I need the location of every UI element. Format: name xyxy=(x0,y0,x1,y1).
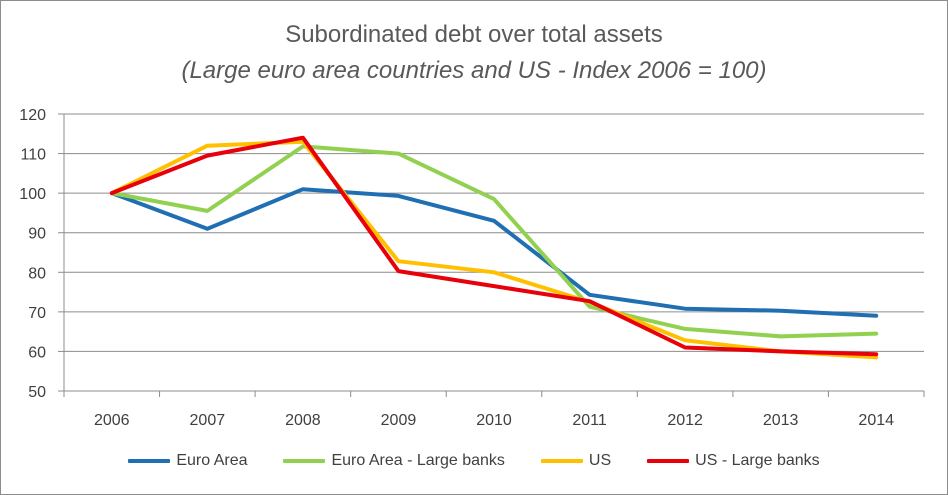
x-tick-label: 2011 xyxy=(572,412,607,429)
legend-label: Euro Area - Large banks xyxy=(331,452,505,469)
x-tick-label: 2007 xyxy=(190,412,226,429)
legend-item: Euro Area - Large banks xyxy=(283,452,505,470)
y-tick-label: 100 xyxy=(19,186,46,203)
legend-label: US xyxy=(588,452,612,469)
y-tick-label: 80 xyxy=(28,265,46,282)
legend-swatch xyxy=(283,459,326,463)
y-tick-label: 110 xyxy=(20,147,46,164)
y-tick-label: 120 xyxy=(19,107,46,124)
x-tick-label: 2013 xyxy=(763,412,799,429)
legend-swatch xyxy=(540,459,583,463)
legend-label: US - Large banks xyxy=(695,452,820,469)
x-tick-label: 2006 xyxy=(94,412,130,429)
y-tick-label: 90 xyxy=(28,226,46,243)
x-tick-label: 2009 xyxy=(381,412,417,429)
y-tick-label: 50 xyxy=(28,384,46,401)
y-tick-label: 70 xyxy=(28,305,46,322)
series-line-us xyxy=(109,139,879,360)
y-tick-label: 60 xyxy=(28,344,46,361)
chart-subtitle: (Large euro area countries and US - Inde… xyxy=(181,57,767,84)
legend-swatch xyxy=(128,459,171,463)
series-line-euro-area xyxy=(109,187,879,318)
legend-swatch xyxy=(647,459,690,463)
legend-item: Euro Area xyxy=(128,452,247,470)
axes xyxy=(58,113,925,397)
chart-legend: Euro Area Euro Area - Large banks US US - L… xyxy=(0,452,948,470)
gridlines xyxy=(64,113,924,352)
chart-title: Subordinated debt over total assets xyxy=(285,21,663,48)
tick-labels: 50 60 70 80 90 100 110 120 2006 2007 2008 2009 2010 2… xyxy=(19,107,894,429)
series-line-euro-area-large-banks xyxy=(109,144,879,339)
legend-label: Euro Area xyxy=(176,452,248,469)
legend-item: US xyxy=(540,452,612,470)
x-tick-label: 2012 xyxy=(667,412,703,429)
series-group xyxy=(109,135,879,360)
series-line-us-large-banks xyxy=(109,135,879,357)
legend-item: US - Large banks xyxy=(647,452,820,470)
x-tick-label: 2010 xyxy=(476,412,512,429)
x-tick-label: 2014 xyxy=(858,412,894,429)
x-tick-label: 2008 xyxy=(285,412,321,429)
